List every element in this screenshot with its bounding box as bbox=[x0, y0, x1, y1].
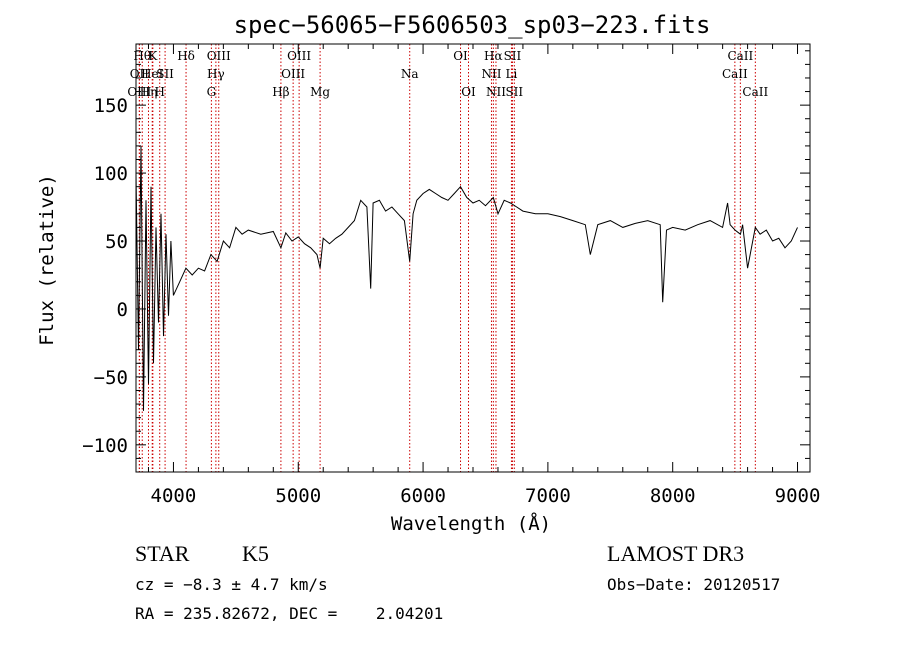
x-axis-label: Wavelength (Å) bbox=[391, 512, 551, 535]
line-marker-label-4: HeI bbox=[141, 67, 164, 81]
y-tick-label-1: −50 bbox=[94, 367, 128, 389]
y-tick-label-3: 50 bbox=[105, 231, 128, 253]
line-marker-label-12: Hβ bbox=[272, 85, 289, 99]
y-tick-label-0: −100 bbox=[82, 435, 128, 457]
x-tick-label-1: 5000 bbox=[275, 485, 321, 507]
line-marker-label-5: Hη bbox=[140, 85, 158, 99]
line-marker-label-24: SII bbox=[505, 85, 523, 99]
y-axis-label: Flux (relative) bbox=[36, 174, 58, 346]
x-tick-label-5: 9000 bbox=[775, 485, 821, 507]
x-tick-label-0: 4000 bbox=[151, 485, 197, 507]
line-marker-label-9: OIII bbox=[207, 49, 231, 63]
observation-date: Obs−Date: 20120517 bbox=[607, 575, 780, 594]
line-marker-label-1: OII bbox=[130, 67, 150, 81]
y-tick-label-2: 0 bbox=[117, 299, 128, 321]
line-marker-label-10: Hγ bbox=[207, 67, 225, 81]
x-tick-label-3: 7000 bbox=[525, 485, 571, 507]
plot-frame bbox=[135, 43, 811, 473]
line-marker-label-26: CaII bbox=[722, 67, 748, 81]
line-marker-label-13: OIII bbox=[287, 49, 311, 63]
line-marker-label-27: CaII bbox=[742, 85, 768, 99]
line-marker-label-16: Na bbox=[401, 67, 419, 81]
line-marker-label-18: OI bbox=[461, 85, 476, 99]
x-axis-ticks: 4000 5000 6000 7000 8000 9000 bbox=[147, 44, 821, 507]
x-tick-label-2: 6000 bbox=[400, 485, 446, 507]
coordinates: RA = 235.82672, DEC = 2.04201 bbox=[135, 604, 443, 623]
line-marker-label-11: G bbox=[207, 85, 217, 99]
line-marker-label-8: Hδ bbox=[177, 49, 195, 63]
line-markers bbox=[138, 44, 756, 472]
line-marker-label-17: OI bbox=[453, 49, 468, 63]
line-marker-label-21: NII bbox=[486, 85, 506, 99]
x-tick-label-4: 8000 bbox=[650, 485, 696, 507]
line-marker-label-15: Mg bbox=[310, 85, 330, 99]
object-class: STAR bbox=[135, 541, 190, 566]
y-tick-label-4: 100 bbox=[94, 163, 128, 185]
line-marker-label-14: OIII bbox=[281, 67, 305, 81]
survey-name: LAMOST DR3 bbox=[607, 541, 744, 566]
line-marker-label-6: SII bbox=[156, 67, 174, 81]
line-marker-label-7: H bbox=[154, 85, 164, 99]
spectrum-series bbox=[135, 145, 798, 411]
y-tick-label-5: 150 bbox=[94, 95, 128, 117]
line-marker-label-3: K bbox=[148, 49, 158, 63]
line-marker-label-23: Li bbox=[506, 67, 518, 81]
line-marker-label-0: Hθ bbox=[133, 49, 151, 63]
object-subclass: K5 bbox=[242, 541, 269, 566]
redshift-velocity: cz = −8.3 ± 4.7 km/s bbox=[135, 575, 328, 594]
chart-title: spec−56065−F5606503_sp03−223.fits bbox=[234, 11, 711, 39]
line-marker-label-19: Hα bbox=[484, 49, 503, 63]
line-marker-label-20: NII bbox=[481, 67, 501, 81]
y-axis-ticks: −100 −50 0 50 100 150 bbox=[82, 50, 810, 459]
line-marker-label-22: SII bbox=[504, 49, 522, 63]
line-marker-label-25: CaII bbox=[727, 49, 753, 63]
